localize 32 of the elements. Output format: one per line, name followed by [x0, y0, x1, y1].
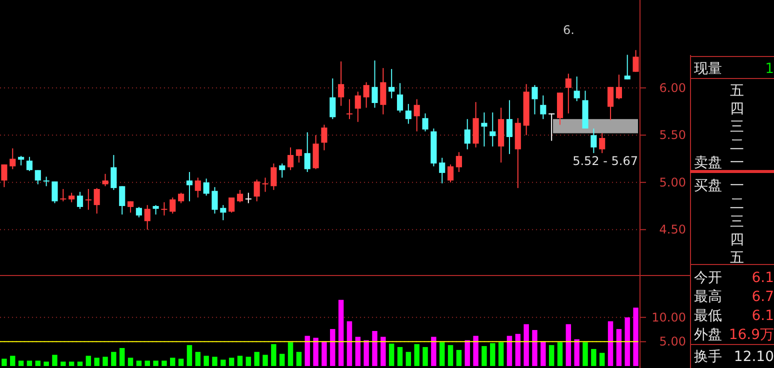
text: 二 — [730, 137, 744, 153]
text: 16.9万 — [728, 327, 774, 343]
text: 今开 — [694, 270, 722, 286]
text: 1 — [765, 61, 774, 77]
text: 换手 — [694, 349, 722, 365]
y-tick-label: 5.00 — [659, 334, 686, 349]
text: 三 — [730, 214, 744, 230]
text: 现量 — [694, 61, 722, 77]
text: 五 — [730, 250, 744, 266]
text: 四 — [730, 232, 744, 248]
text: 一 — [730, 178, 744, 194]
text: 12.10 — [734, 349, 774, 365]
text: 四 — [730, 101, 744, 117]
y-tick-label: 5.00 — [659, 175, 686, 190]
text: 6.1 — [752, 270, 774, 286]
text: 6.7 — [752, 289, 774, 305]
text: 买盘 — [694, 178, 722, 194]
text: 最低 — [694, 308, 722, 324]
text: 外盘 — [694, 327, 722, 343]
text: 卖盘 — [694, 155, 722, 171]
text: 二 — [730, 196, 744, 212]
band-label: 5.52 - 5.67 — [572, 154, 638, 168]
y-tick-label: 4.50 — [659, 222, 686, 237]
text: 五 — [730, 83, 744, 99]
text: 最高 — [694, 289, 722, 305]
y-tick-label: 10.00 — [652, 310, 686, 324]
text: 6.1 — [752, 308, 774, 324]
y-tick-label: 5.50 — [659, 128, 686, 142]
text: 三 — [730, 119, 744, 135]
annotation: 6. — [563, 23, 574, 37]
y-tick-label: 6.00 — [659, 80, 686, 95]
text: 一 — [730, 155, 744, 171]
